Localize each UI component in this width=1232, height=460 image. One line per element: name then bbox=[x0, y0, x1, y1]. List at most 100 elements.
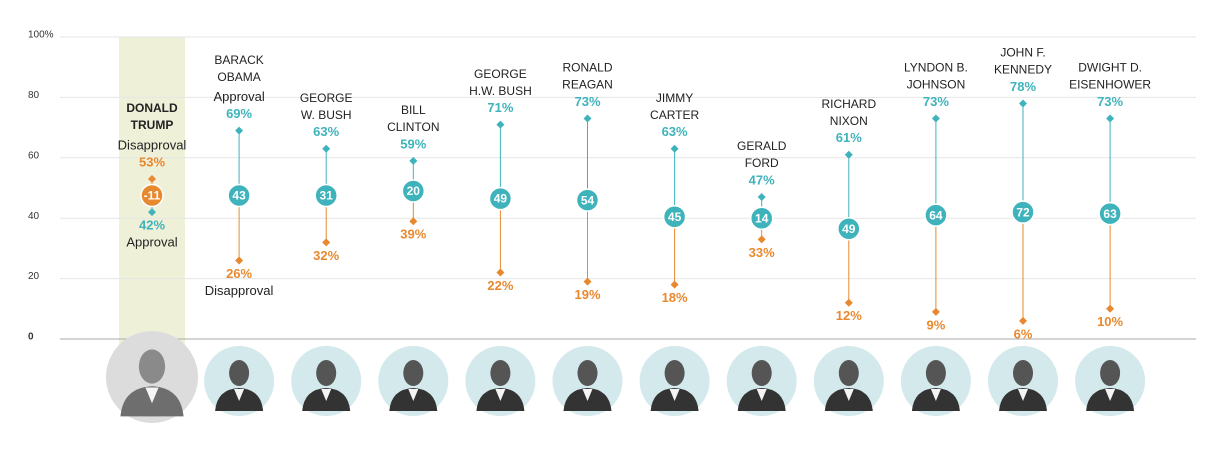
portrait-collar bbox=[1018, 389, 1028, 401]
net-label: 31 bbox=[320, 189, 334, 203]
value-label: 73% bbox=[574, 94, 600, 109]
disapproval-marker bbox=[235, 256, 244, 265]
approval-marker bbox=[670, 144, 679, 153]
president-name: JOHN F. bbox=[1000, 46, 1045, 60]
approval-marker bbox=[496, 120, 505, 129]
disapproval-marker bbox=[757, 235, 766, 244]
net-label: 72 bbox=[1016, 205, 1030, 219]
value-label: 22% bbox=[487, 278, 513, 293]
net-circle bbox=[1011, 200, 1035, 224]
net-circle bbox=[924, 203, 948, 227]
net-circle bbox=[662, 204, 687, 229]
disapproval-marker bbox=[1106, 304, 1115, 313]
president-name: BARACK bbox=[214, 53, 263, 67]
value-label: 12% bbox=[836, 308, 862, 323]
y-tick-label: 0 bbox=[28, 332, 34, 343]
president-name: GEORGE bbox=[474, 67, 527, 81]
president-name: FORD bbox=[745, 156, 779, 170]
disapproval-marker bbox=[931, 307, 940, 316]
president-name: W. BUSH bbox=[301, 108, 352, 122]
net-circle bbox=[1098, 201, 1122, 226]
value-label: 53% bbox=[139, 154, 165, 169]
net-circle bbox=[749, 206, 774, 230]
portrait-head bbox=[316, 360, 337, 386]
disapproval-marker bbox=[496, 268, 505, 277]
y-tick-label: 20 bbox=[28, 271, 40, 282]
portrait-head bbox=[403, 360, 424, 386]
president-name: EISENHOWER bbox=[1069, 78, 1151, 92]
president-name: OBAMA bbox=[217, 70, 260, 84]
portrait-head bbox=[229, 360, 250, 386]
portrait-head bbox=[1100, 360, 1121, 386]
portrait-collar bbox=[495, 389, 506, 401]
disapproval-marker bbox=[409, 217, 418, 226]
approval-marker bbox=[931, 114, 940, 123]
net-label: 49 bbox=[494, 192, 508, 206]
approval-marker bbox=[844, 150, 853, 159]
president-name: NIXON bbox=[830, 114, 868, 128]
approval-marker bbox=[757, 193, 766, 202]
president-name: JIMMY bbox=[656, 91, 693, 105]
net-circle bbox=[227, 183, 251, 208]
approval-marker bbox=[148, 208, 156, 217]
president-name: GERALD bbox=[737, 139, 787, 153]
portrait-collar bbox=[843, 389, 854, 401]
value-label: 33% bbox=[749, 245, 775, 260]
president-name: REAGAN bbox=[562, 78, 613, 92]
portrait-collar bbox=[582, 389, 593, 401]
president-name: LYNDON B. bbox=[904, 61, 968, 75]
disapproval-marker bbox=[322, 238, 331, 247]
net-label: 20 bbox=[407, 184, 421, 198]
portrait-head bbox=[838, 360, 859, 386]
net-circle bbox=[837, 217, 861, 241]
disapproval-marker bbox=[670, 280, 679, 289]
value-label: 47% bbox=[749, 172, 775, 187]
net-label: 14 bbox=[755, 211, 769, 225]
portrait-collar bbox=[930, 389, 941, 401]
value-label: 69% bbox=[226, 106, 252, 121]
president-name: H.W. BUSH bbox=[469, 84, 532, 98]
value-label: 61% bbox=[836, 130, 862, 145]
net-circle bbox=[488, 186, 513, 211]
disapproval-marker bbox=[1019, 316, 1027, 325]
president-name: DONALD bbox=[126, 101, 178, 115]
net-label: 45 bbox=[668, 210, 682, 224]
president-name: JOHNSON bbox=[907, 78, 966, 92]
portrait-head bbox=[925, 360, 946, 386]
portrait-head bbox=[1013, 360, 1033, 386]
y-tick-label: 60 bbox=[28, 150, 40, 161]
value-label: 9% bbox=[927, 317, 946, 332]
value-label: 59% bbox=[400, 136, 426, 151]
president-name: BILL bbox=[401, 103, 426, 117]
president-name: RONALD bbox=[562, 61, 612, 75]
series-annotation: Disapproval bbox=[205, 283, 274, 298]
value-label: 63% bbox=[662, 124, 688, 139]
value-label: 19% bbox=[574, 287, 600, 302]
net-label: 43 bbox=[232, 189, 246, 203]
approval-marker bbox=[1106, 114, 1115, 123]
net-label: -11 bbox=[144, 189, 161, 203]
president-name: DWIGHT D. bbox=[1078, 61, 1142, 75]
net-label: 54 bbox=[581, 193, 595, 207]
disapproval-marker bbox=[844, 298, 853, 307]
y-tick-label: 40 bbox=[28, 211, 40, 222]
value-label: 63% bbox=[313, 124, 339, 139]
series-annotation: Approval bbox=[213, 89, 264, 104]
net-label: 49 bbox=[842, 222, 856, 236]
president-name: CARTER bbox=[650, 108, 699, 122]
president-name: KENNEDY bbox=[994, 63, 1052, 77]
y-tick-label: 80 bbox=[28, 90, 40, 101]
value-label: 32% bbox=[313, 248, 339, 263]
net-circle bbox=[314, 183, 338, 208]
portrait-collar bbox=[669, 389, 680, 401]
value-label: 42% bbox=[139, 218, 165, 233]
portrait-collar bbox=[234, 389, 245, 401]
value-label: 26% bbox=[226, 266, 252, 281]
portrait-collar bbox=[321, 389, 332, 401]
net-label: 63 bbox=[1103, 207, 1117, 221]
value-label: 73% bbox=[1097, 94, 1123, 109]
portrait-head bbox=[664, 360, 685, 386]
portrait-collar bbox=[408, 389, 419, 401]
portrait-collar bbox=[145, 387, 159, 404]
